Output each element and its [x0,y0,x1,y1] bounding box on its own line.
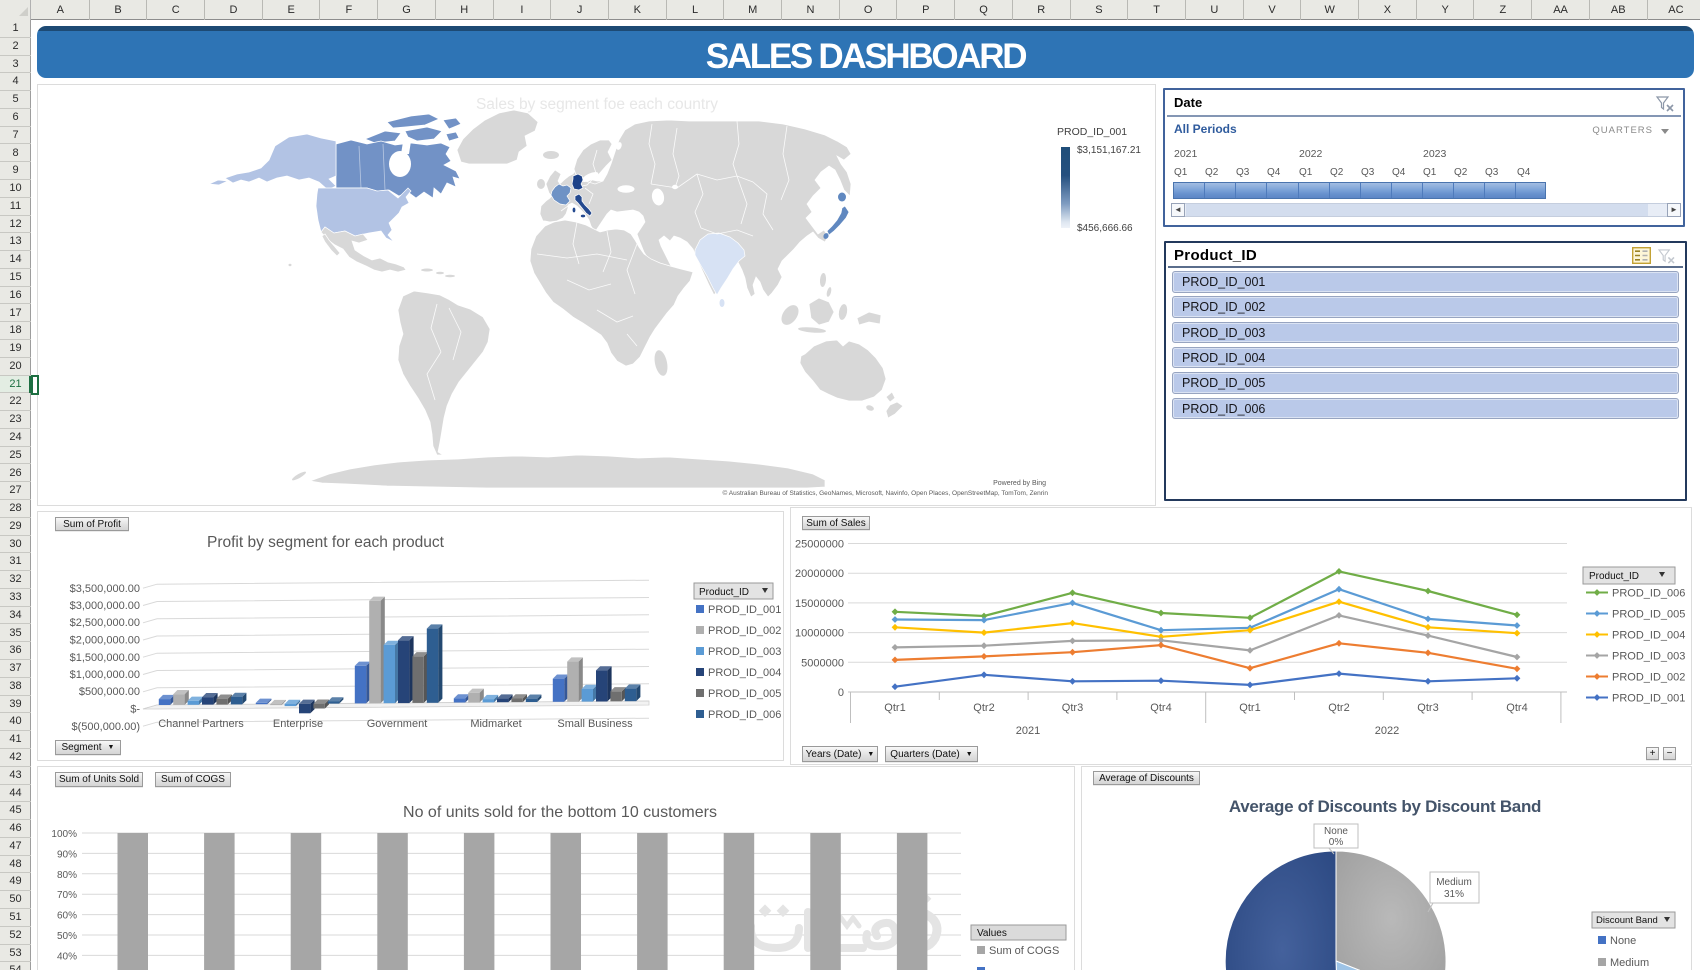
svg-text:None: None [1324,826,1348,837]
svg-text:Qtr3: Qtr3 [1417,702,1438,714]
svg-text:PROD_ID_006: PROD_ID_006 [708,709,781,721]
svg-text:50%: 50% [57,931,77,942]
svg-text:PROD_ID_003: PROD_ID_003 [1612,651,1685,663]
svg-text:PROD_ID_001: PROD_ID_001 [1612,693,1685,705]
svg-text:$3,151,167.21: $3,151,167.21 [1077,145,1141,156]
svg-text:20000000: 20000000 [795,568,844,580]
svg-text:25000000: 25000000 [795,539,844,551]
svg-text:Qtr2: Qtr2 [973,702,994,714]
svg-text:Discount Band: Discount Band [1596,915,1658,926]
svg-text:Qtr4: Qtr4 [1506,702,1527,714]
svg-text:10000000: 10000000 [795,628,844,640]
svg-text:$500,000.00: $500,000.00 [79,686,140,698]
svg-text:PROD_ID_005: PROD_ID_005 [708,688,781,700]
svg-text:Qtr1: Qtr1 [1239,702,1260,714]
svg-text:0%: 0% [1329,837,1344,848]
svg-text:Sum of COGS: Sum of COGS [989,945,1059,957]
svg-text:Midmarket: Midmarket [470,718,521,730]
svg-text:Qtr1: Qtr1 [884,702,905,714]
svg-text:$3,000,000.00: $3,000,000.00 [70,600,140,612]
svg-text:2021: 2021 [1016,725,1040,737]
svg-text:31%: 31% [1444,889,1464,900]
svg-text:Channel Partners: Channel Partners [158,718,244,730]
svg-text:PROD_ID_004: PROD_ID_004 [1612,630,1685,642]
svg-text:$3,500,000.00: $3,500,000.00 [70,583,140,595]
svg-text:PROD_ID_003: PROD_ID_003 [708,646,781,658]
svg-text:0: 0 [838,687,844,699]
svg-text:80%: 80% [57,870,77,881]
svg-text:PROD_ID_005: PROD_ID_005 [1612,609,1685,621]
svg-text:5000000: 5000000 [801,657,844,669]
svg-text:Average of Discounts by Discou: Average of Discounts by Discount Band [1229,797,1541,816]
svg-text:$-: $- [130,704,140,716]
svg-text:© Australian Bureau of Statist: © Australian Bureau of Statistics, GeoNa… [723,489,1049,497]
svg-text:Enterprise: Enterprise [273,718,323,730]
svg-text:No of units sold for the botto: No of units sold for the bottom 10 custo… [403,804,717,821]
svg-text:Qtr4: Qtr4 [1150,702,1171,714]
svg-text:Small Business: Small Business [557,718,633,730]
svg-text:2022: 2022 [1375,725,1399,737]
svg-text:60%: 60% [57,911,77,922]
svg-text:PROD_ID_001: PROD_ID_001 [1057,126,1127,138]
svg-text:40%: 40% [57,951,77,962]
svg-text:PROD_ID_001: PROD_ID_001 [708,604,781,616]
svg-text:PROD_ID_002: PROD_ID_002 [708,625,781,637]
svg-text:$(500,000.00): $(500,000.00) [72,721,141,733]
svg-text:70%: 70% [57,890,77,901]
svg-text:$2,500,000.00: $2,500,000.00 [70,617,140,629]
svg-text:$2,000,000.00: $2,000,000.00 [70,635,140,647]
svg-text:PROD_ID_004: PROD_ID_004 [708,667,781,679]
svg-text:Product_ID: Product_ID [1589,571,1639,582]
svg-text:Qtr2: Qtr2 [1328,702,1349,714]
svg-text:Sales by segment foe each coun: Sales by segment foe each country [476,96,718,113]
svg-text:Medium: Medium [1436,877,1472,888]
svg-text:Powered by Bing: Powered by Bing [993,480,1046,487]
svg-text:Medium: Medium [1610,957,1649,969]
svg-text:Profit by segment for each pro: Profit by segment for each product [207,534,445,551]
svg-text:15000000: 15000000 [795,598,844,610]
svg-text:100%: 100% [51,829,77,840]
svg-text:$1,000,000.00: $1,000,000.00 [70,669,140,681]
svg-text:90%: 90% [57,849,77,860]
svg-text:Government: Government [367,718,428,730]
svg-text:Qtr3: Qtr3 [1062,702,1083,714]
svg-text:$1,500,000.00: $1,500,000.00 [70,652,140,664]
svg-text:None: None [1610,935,1636,947]
svg-text:Values: Values [977,928,1007,939]
svg-text:$456,666.66: $456,666.66 [1077,223,1133,234]
svg-text:PROD_ID_006: PROD_ID_006 [1612,588,1685,600]
svg-text:PROD_ID_002: PROD_ID_002 [1612,672,1685,684]
svg-text:Product_ID: Product_ID [699,587,749,598]
